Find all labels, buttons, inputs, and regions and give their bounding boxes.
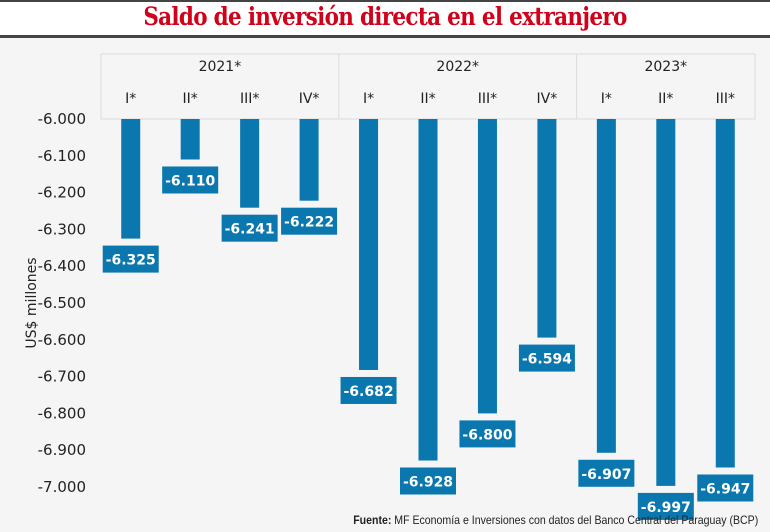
category-label: II* <box>420 91 435 107</box>
category-label: II* <box>183 91 198 107</box>
bar-2 <box>180 119 200 160</box>
y-tick-label: -6.100 <box>38 147 86 165</box>
y-tick-label: -6.600 <box>38 331 86 349</box>
data-label-box <box>102 245 159 273</box>
bar-11 <box>715 119 735 468</box>
bar-10 <box>656 119 676 486</box>
source-note: Fuente: MF Economía e Inversiones con da… <box>353 513 758 527</box>
data-label-box <box>518 344 575 372</box>
bar-4 <box>299 119 319 201</box>
y-tick-label: -6.400 <box>38 257 86 275</box>
data-label-box <box>459 420 516 448</box>
data-label: -6.110 <box>165 173 215 189</box>
category-label: III* <box>478 91 497 107</box>
data-label: -6.907 <box>581 467 631 483</box>
data-label: -6.947 <box>700 481 750 497</box>
source-prefix: Fuente: <box>352 513 392 527</box>
y-axis: -6.000 -6.100 -6.200 -6.300 -6.400 -6.500 -6.6… <box>38 110 86 496</box>
category-label: II* <box>658 91 673 107</box>
chart-title: Saldo de inversión directa en el extranj… <box>143 2 627 31</box>
y-tick-label: -6.500 <box>38 294 86 312</box>
y-tick-label: -6.300 <box>38 220 86 238</box>
category-label: III* <box>716 91 735 107</box>
data-label-box <box>578 459 635 487</box>
y-tick-label: -6.700 <box>38 368 86 386</box>
y-axis-label: US$ millones <box>24 257 40 348</box>
data-label-box <box>162 166 219 194</box>
bar-8 <box>537 119 557 338</box>
group-label-2023: 2023* <box>644 59 687 75</box>
data-label-box <box>281 207 338 235</box>
category-label: I* <box>125 91 136 107</box>
data-label-box <box>637 492 694 520</box>
group-label-2021: 2021* <box>199 59 242 75</box>
data-label: -6.241 <box>225 222 275 238</box>
title-band <box>0 0 770 38</box>
y-tick-label: -6.000 <box>38 110 86 128</box>
y-tick-label: -6.200 <box>38 184 86 202</box>
category-label: III* <box>240 91 259 107</box>
data-label: -6.800 <box>462 427 512 443</box>
source-text: MF Economía e Inversiones con datos del … <box>391 513 758 527</box>
y-tick-label: -7.000 <box>38 478 86 496</box>
group-label-2022: 2022* <box>436 59 479 75</box>
data-label-box <box>400 467 456 495</box>
header-frame <box>100 53 756 120</box>
data-label: -6.325 <box>106 253 156 269</box>
data-label: -6.594 <box>522 352 572 368</box>
bar-7 <box>477 119 497 414</box>
data-label: -6.682 <box>343 384 393 400</box>
bars: -6.325 -6.110 -6.241 -6.222 -6.682 -6.928 -6.8… <box>102 119 754 520</box>
bar-9 <box>596 119 616 453</box>
data-label: -6.222 <box>284 215 334 231</box>
y-tick-label: -6.800 <box>38 404 86 422</box>
bar-5 <box>359 119 379 370</box>
category-header: 2021* I* II* III* IV* 2022* I* II* III* IV* 2023* I… <box>100 53 756 120</box>
bar-1 <box>121 119 141 239</box>
category-label: IV* <box>537 91 558 107</box>
data-label-box <box>697 474 754 502</box>
data-label: -6.997 <box>641 500 691 516</box>
data-label-box <box>221 214 278 242</box>
category-label: I* <box>601 91 612 107</box>
bar-3 <box>240 119 260 208</box>
bar-6 <box>418 119 438 461</box>
data-label-box <box>340 376 397 404</box>
data-label: -6.928 <box>403 475 453 491</box>
category-label: I* <box>363 91 374 107</box>
y-tick-label: -6.900 <box>38 441 86 459</box>
category-label: IV* <box>299 91 320 107</box>
